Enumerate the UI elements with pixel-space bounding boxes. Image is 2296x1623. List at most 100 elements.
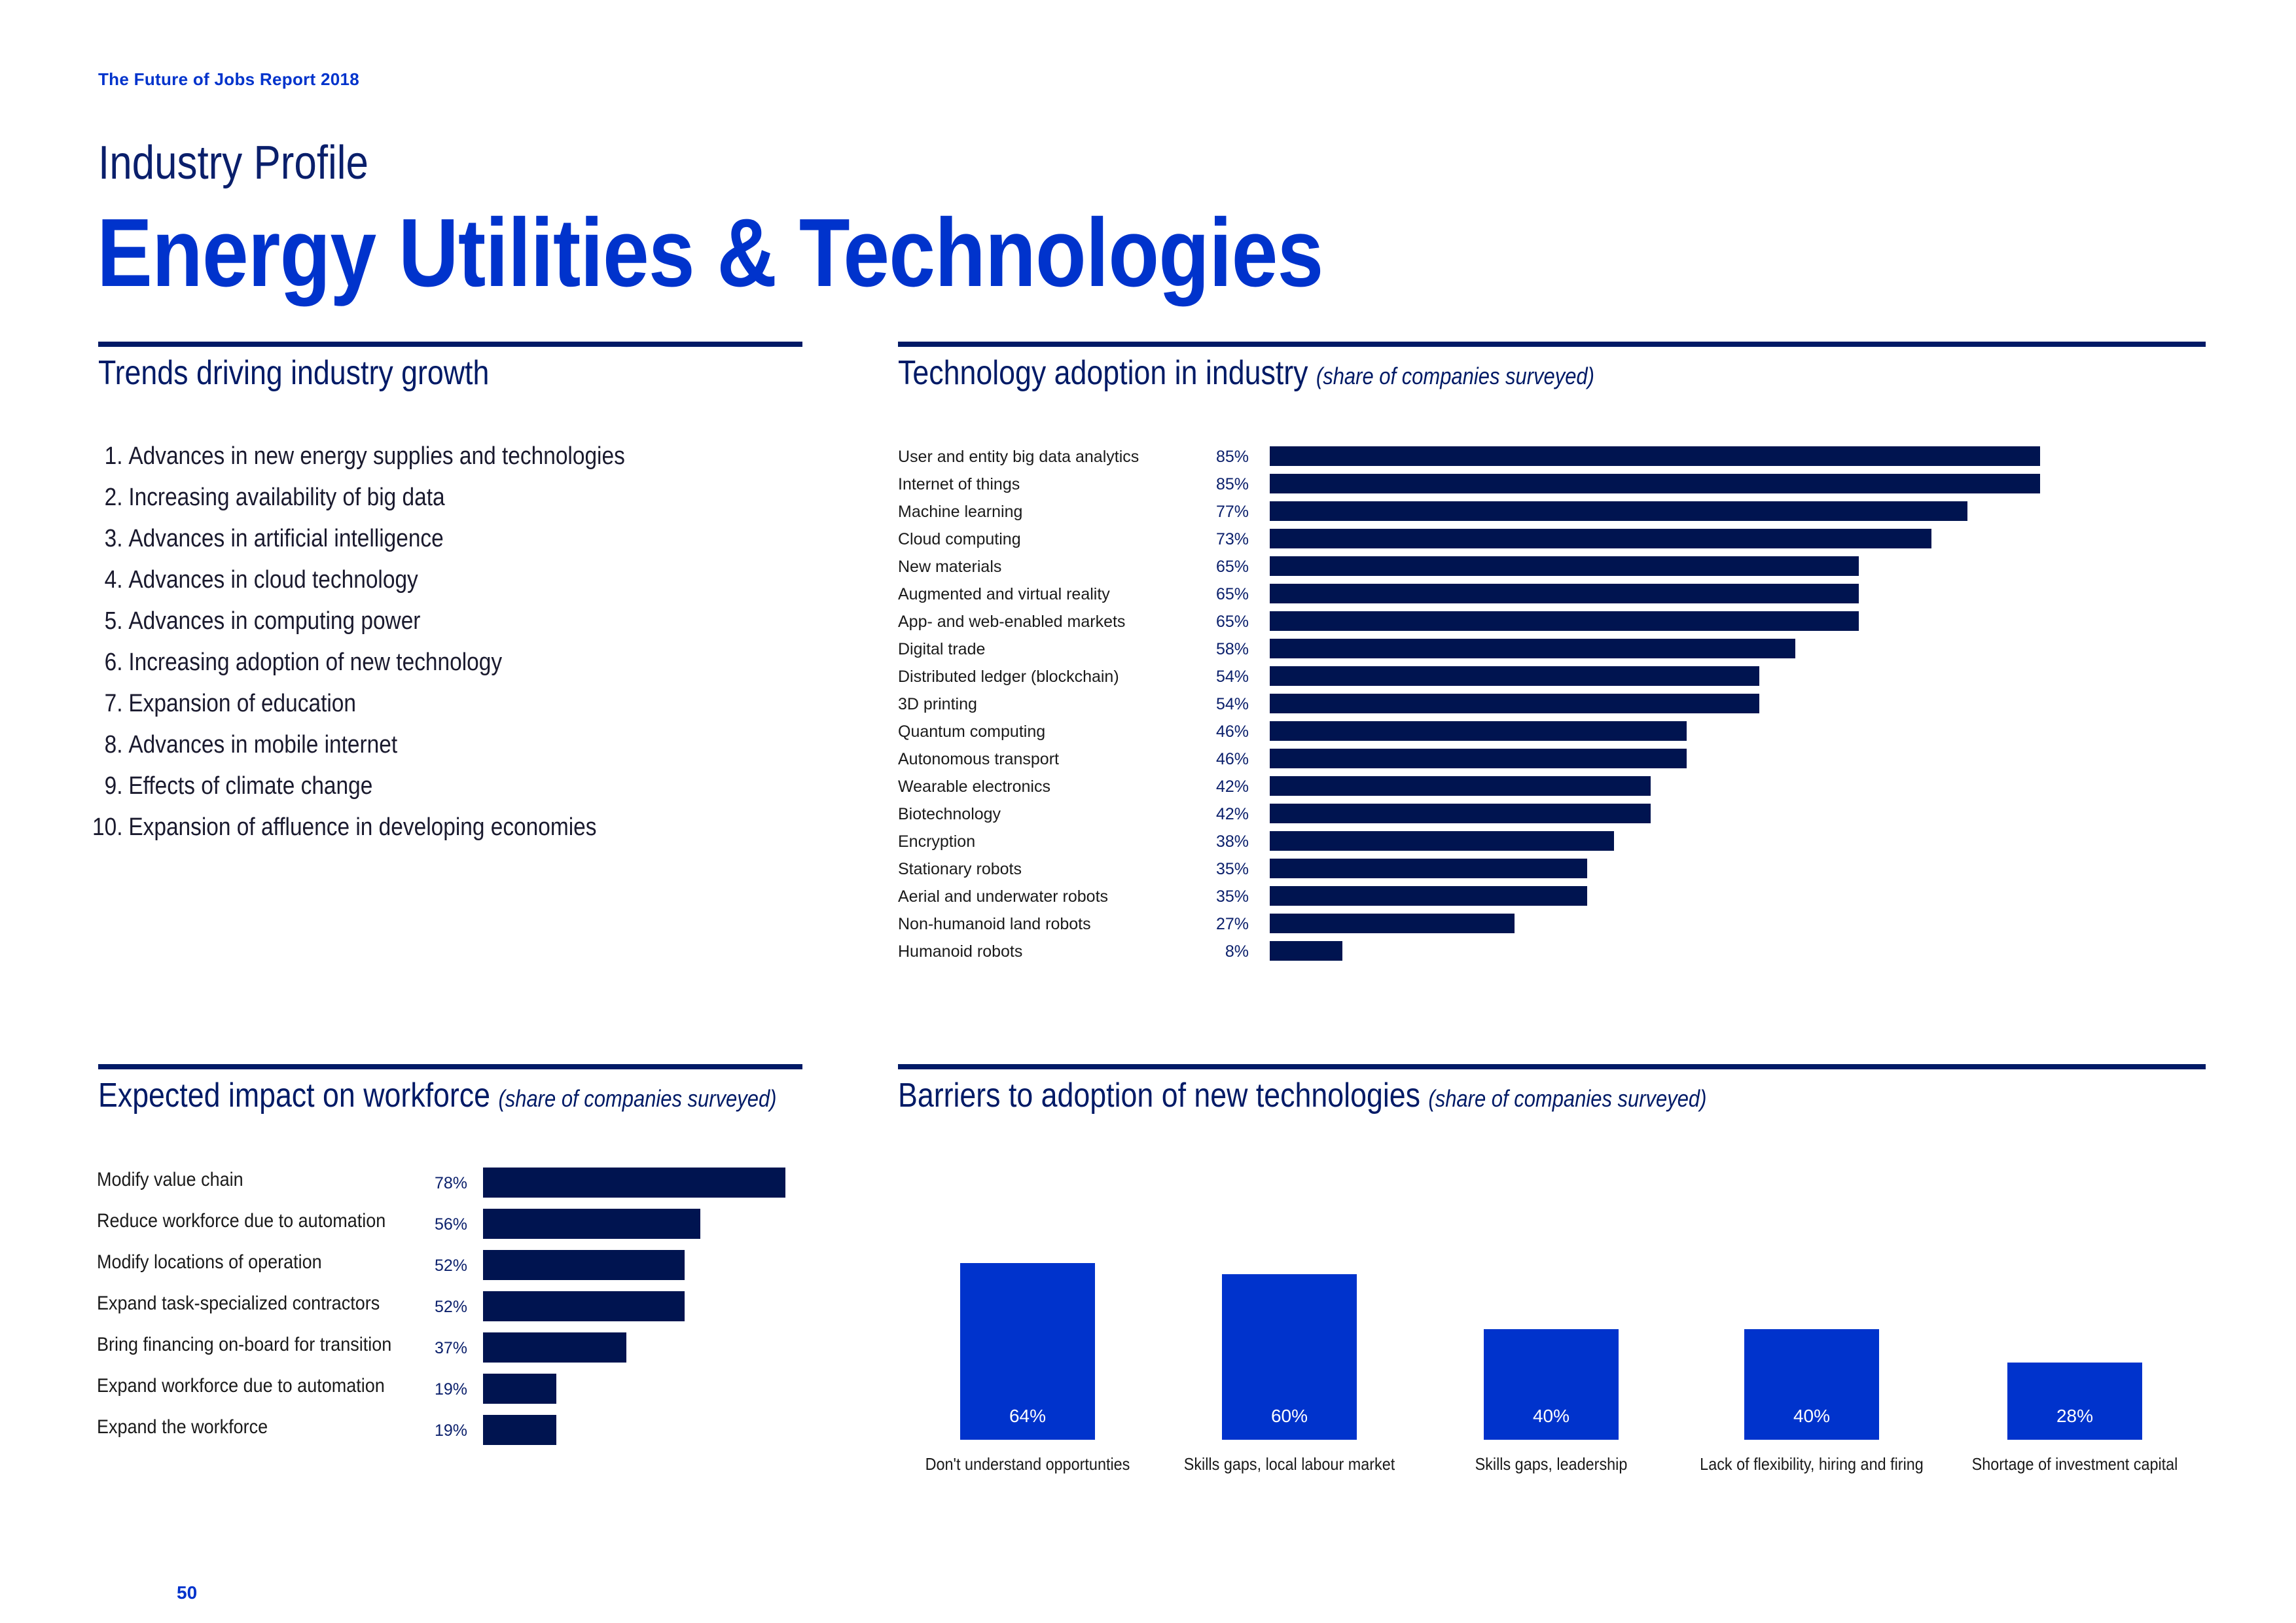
tech-value-label: 35% — [1215, 887, 1249, 906]
tech-bar — [1270, 474, 2041, 493]
workforce-bar — [483, 1209, 700, 1239]
tech-category-label: User and entity big data analytics — [898, 448, 1139, 466]
workforce-value-label: 78% — [434, 1174, 467, 1192]
technology-title-note: (share of companies surveyed) — [1316, 363, 1594, 389]
tech-category-label: Aerial and underwater robots — [898, 887, 1109, 906]
tech-value-label: 42% — [1215, 777, 1249, 796]
tech-value-label: 54% — [1215, 695, 1249, 713]
tech-value-label: 46% — [1215, 750, 1249, 768]
barrier-value-label: 64% — [1009, 1406, 1047, 1426]
page-number: 50 — [177, 1582, 198, 1603]
tech-bar — [1270, 666, 1759, 686]
workforce-value-label: 19% — [434, 1421, 467, 1440]
barrier-bar — [960, 1262, 1095, 1440]
trend-item: 7. Expansion of education — [92, 690, 356, 718]
tech-bar — [1270, 886, 1587, 906]
trend-text: Effects of climate change — [128, 772, 373, 800]
tech-value-label: 27% — [1215, 915, 1249, 933]
trend-text: Expansion of education — [128, 690, 356, 717]
page-title: Energy Utilities & Technologies — [97, 199, 1323, 307]
tech-value-label: 46% — [1215, 722, 1249, 741]
workforce-category-label: Bring financing on-board for transition — [97, 1334, 392, 1355]
workforce-category-label: Expand task-specialized contractors — [97, 1293, 380, 1314]
workforce-bar — [483, 1168, 785, 1198]
barrier-bar — [1744, 1329, 1879, 1440]
tech-category-label: Internet of things — [898, 475, 1020, 493]
barrier-value-label: 28% — [2056, 1406, 2094, 1426]
barriers-title-text: Barriers to adoption of new technologies — [898, 1077, 1420, 1115]
trend-number: 7. — [104, 690, 123, 717]
tech-value-label: 8% — [1225, 942, 1249, 961]
trend-number: 6. — [104, 649, 123, 676]
workforce-value-label: 37% — [434, 1339, 467, 1357]
trend-item: 3. Advances in artificial intelligence — [92, 525, 444, 553]
workforce-title-text: Expected impact on workforce — [98, 1077, 491, 1115]
tech-bar — [1270, 501, 1968, 521]
workforce-category-label: Modify value chain — [97, 1169, 243, 1190]
trend-text: Advances in computing power — [128, 607, 421, 635]
trend-text: Advances in cloud technology — [128, 566, 418, 594]
workforce-bar — [483, 1291, 685, 1321]
tech-bar — [1270, 941, 1342, 961]
tech-category-label: Cloud computing — [898, 530, 1021, 548]
trend-item: 6. Increasing adoption of new technology — [92, 649, 502, 677]
tech-value-label: 54% — [1215, 668, 1249, 686]
trend-number: 10. — [92, 813, 123, 841]
workforce-category-label: Expand workforce due to automation — [97, 1375, 385, 1397]
tech-value-label: 85% — [1215, 448, 1249, 466]
workforce-rule — [98, 1064, 802, 1069]
tech-bar — [1270, 694, 1759, 713]
tech-value-label: 65% — [1215, 585, 1249, 603]
tech-value-label: 38% — [1215, 832, 1249, 851]
trend-text: Increasing availability of big data — [128, 484, 445, 511]
trend-number: 9. — [104, 772, 123, 800]
workforce-title: Expected impact on workforce (share of c… — [98, 1076, 777, 1115]
workforce-value-label: 52% — [434, 1257, 467, 1275]
workforce-value-label: 52% — [434, 1298, 467, 1316]
trend-item: 9. Effects of climate change — [92, 772, 373, 800]
tech-bar — [1270, 749, 1687, 768]
tech-bar — [1270, 529, 1932, 548]
barrier-value-label: 60% — [1270, 1406, 1308, 1426]
trends-title-text: Trends driving industry growth — [98, 354, 490, 392]
trend-number: 2. — [104, 484, 123, 511]
trend-number: 8. — [104, 731, 123, 758]
tech-bar — [1270, 831, 1615, 851]
trend-item: 10. Expansion of affluence in developing … — [92, 813, 596, 842]
workforce-value-label: 19% — [434, 1380, 467, 1399]
trends-title: Trends driving industry growth — [98, 353, 489, 393]
trend-number: 3. — [104, 525, 123, 552]
trend-text: Advances in artificial intelligence — [128, 525, 444, 552]
barrier-category-label: Don't understand opportunties — [925, 1454, 1130, 1474]
barrier-bar — [1484, 1329, 1619, 1440]
barrier-bar — [1222, 1274, 1357, 1440]
workforce-bar — [483, 1332, 627, 1363]
tech-category-label: Distributed ledger (blockchain) — [898, 668, 1119, 686]
tech-value-label: 35% — [1215, 860, 1249, 878]
tech-category-label: Quantum computing — [898, 722, 1046, 741]
tech-category-label: New materials — [898, 558, 1002, 576]
trend-number: 1. — [104, 442, 123, 470]
trend-text: Advances in new energy supplies and tech… — [128, 442, 625, 470]
profile-label: Industry Profile — [98, 137, 368, 189]
workforce-category-label: Expand the workforce — [97, 1416, 268, 1438]
trend-text: Increasing adoption of new technology — [128, 649, 503, 676]
tech-bar — [1270, 859, 1587, 878]
tech-category-label: Augmented and virtual reality — [898, 585, 1110, 603]
tech-bar — [1270, 776, 1651, 796]
tech-bar — [1270, 721, 1687, 741]
barrier-value-label: 40% — [1532, 1406, 1570, 1426]
tech-category-label: Digital trade — [898, 640, 986, 658]
tech-category-label: 3D printing — [898, 695, 977, 713]
workforce-value-label: 56% — [434, 1215, 467, 1234]
tech-bar — [1270, 446, 2041, 466]
workforce-category-label: Reduce workforce due to automation — [97, 1210, 386, 1232]
trend-text: Expansion of affluence in developing eco… — [128, 813, 597, 841]
trend-item: 2. Increasing availability of big data — [92, 484, 445, 512]
tech-bar — [1270, 584, 1859, 603]
barriers-rule — [898, 1064, 2206, 1069]
barrier-category-label: Lack of flexibility, hiring and firing — [1700, 1454, 1924, 1474]
trend-number: 5. — [104, 607, 123, 635]
trend-number: 4. — [104, 566, 123, 594]
trend-item: 5. Advances in computing power — [92, 607, 421, 635]
